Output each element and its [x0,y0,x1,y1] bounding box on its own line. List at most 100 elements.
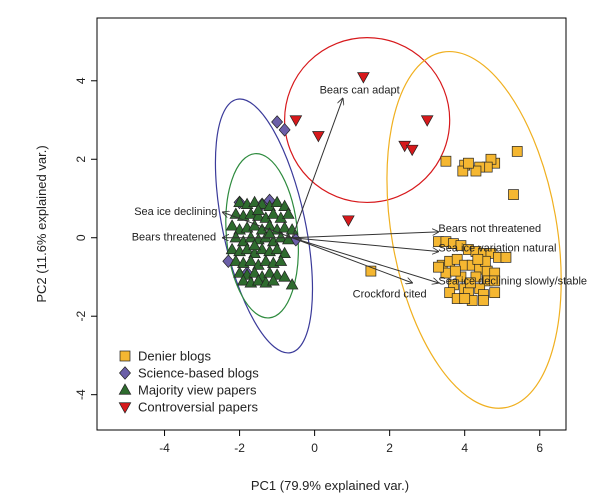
point-majority-view-papers [263,266,276,278]
point-majority-view-papers [274,254,288,266]
point-denier-blogs [433,261,444,273]
point-denier-blogs [459,293,471,304]
x-tick-label: 0 [311,441,318,455]
point-denier-blogs [444,287,456,299]
point-denier-blogs [478,295,489,306]
data-points [222,72,523,306]
point-denier-blogs [457,165,469,177]
point-majority-view-papers [282,232,295,245]
point-denier-blogs [472,253,484,265]
x-tick-label: -2 [234,441,245,455]
legend-label-science-based-blogs: Science-based blogs [138,366,259,381]
point-denier-blogs [449,265,461,277]
point-majority-view-papers [248,266,261,278]
point-denier-blogs [440,155,452,167]
point-denier-blogs [463,157,474,169]
point-denier-blogs [365,265,377,277]
y-tick-label: 0 [74,234,88,241]
legend-marker-denier-blogs [119,350,131,362]
point-majority-view-papers [248,195,261,208]
point-denier-blogs [500,252,512,263]
point-controversial-papers [420,115,434,127]
point-denier-blogs [489,275,501,287]
y-tick-label: 4 [74,77,88,84]
arrow-sea-ice-declining-slowly-stable [291,237,438,283]
point-majority-view-papers [229,254,243,266]
point-majority-view-papers [270,195,284,208]
point-controversial-papers [405,144,419,157]
point-majority-view-papers [236,274,250,286]
loading-arrows: Bears can adapt Sea ice declining Bears th… [132,84,587,300]
point-controversial-papers [289,115,303,127]
point-majority-view-papers [278,221,291,233]
point-majority-view-papers [251,203,265,215]
arrow-sea-ice-declining [223,212,293,239]
legend-marker-science-based-blogs [119,366,131,380]
y-tick-label: 2 [74,156,88,163]
arrow-bears-can-adapt [291,98,343,238]
x-tick-label: 6 [536,441,543,455]
point-majority-view-papers [259,254,273,266]
ellipse-controversial-papers [284,37,451,204]
arrow-label-bears-not-threatened: Bears not threatened [438,223,541,235]
point-majority-view-papers [285,278,299,290]
arrow-label-bears-threatened: Bears threatened [132,232,216,244]
point-majority-view-papers [282,207,295,219]
point-denier-blogs [464,277,476,289]
point-controversial-papers [312,131,325,143]
point-controversial-papers [342,215,355,227]
arrow-label-crockford-cited: Crockford cited [353,289,427,301]
point-denier-blogs [508,189,519,200]
legend-label-controversial-papers: Controversial papers [138,400,258,415]
point-majority-view-papers [229,231,243,243]
ellipse-science-based-blogs [214,98,314,354]
point-controversial-papers [357,72,370,84]
point-majority-view-papers [225,219,239,231]
y-tick-label: -4 [74,389,88,400]
point-majority-view-papers [270,242,284,255]
point-majority-view-papers [244,254,258,266]
point-majority-view-papers [251,274,265,286]
point-denier-blogs [470,271,482,283]
point-majority-view-papers [266,207,280,219]
point-majority-view-papers [251,209,265,221]
confidence-ellipses [214,37,562,409]
arrow-label-sea-ice-declining-slowly-stable: Sea ice declining slowly/stable [438,276,587,288]
arrow-bears-not-threatened [292,232,438,239]
y-tick-label: -2 [74,311,88,322]
point-denier-blogs [455,271,467,283]
point-majority-view-papers [266,274,280,286]
point-majority-view-papers [225,242,239,255]
axes: -4 -2 0 2 4 6 -4 -2 0 2 4 [74,77,543,455]
y-axis-label: PC2 (11.6% explained var.) [34,145,49,302]
point-majority-view-papers [248,238,261,251]
point-majority-view-papers [278,246,291,259]
ellipse-denier-blogs [386,50,562,409]
legend-label-majority-view-papers: Majority view papers [138,383,257,398]
point-science-based-blogs [271,115,284,129]
series-denier-blogs [365,146,523,306]
x-tick-label: -4 [159,441,170,455]
point-majority-view-papers [278,199,291,211]
point-denier-blogs [451,253,463,265]
arrow-label-bears-can-adapt: Bears can adapt [320,84,400,96]
point-denier-blogs [470,165,482,177]
legend-label-denier-blogs: Denier blogs [138,349,211,364]
point-science-based-blogs [278,123,291,137]
series-controversial-papers [289,72,434,227]
arrow-sea-ice-variation-natural [292,237,438,252]
arrow-label-sea-ice-declining: Sea ice declining [134,206,217,218]
series-majority-view-papers [225,195,299,290]
legend: Denier blogs Science-based blogs Majority … [118,349,259,415]
plot-border [96,17,567,431]
x-axis-label: PC1 (79.9% explained var.) [251,478,409,493]
point-denier-blogs [511,146,523,157]
x-tick-label: 2 [386,441,393,455]
point-majority-view-papers [233,266,246,278]
point-denier-blogs [489,287,501,299]
legend-marker-majority-view-papers [118,383,132,395]
point-majority-view-papers [278,270,291,282]
point-majority-view-papers [274,231,288,243]
x-tick-label: 4 [461,441,468,455]
